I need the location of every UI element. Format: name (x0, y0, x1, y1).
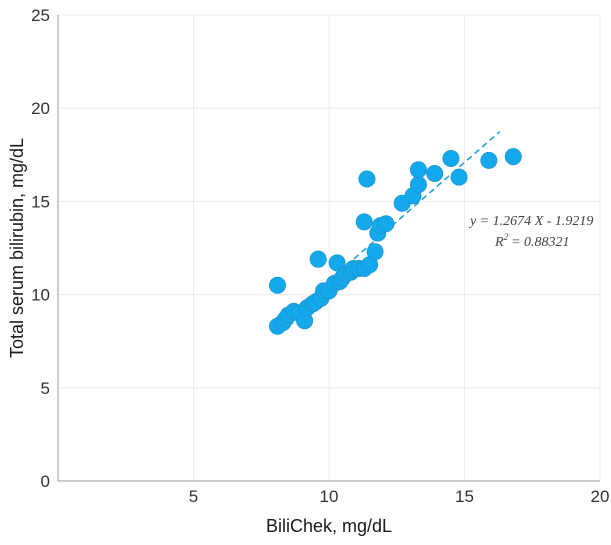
data-points (269, 148, 522, 335)
r2-value: = 0.88321 (511, 235, 569, 250)
data-point (409, 161, 427, 179)
r2-prefix: R (494, 235, 504, 250)
data-point (377, 215, 395, 233)
x-axis-title: BiliChek, mg/dL (266, 516, 392, 536)
data-point (358, 170, 376, 188)
data-point (355, 213, 373, 231)
y-tick-label: 25 (31, 6, 50, 25)
x-tick-labels: 5 10 15 20 (189, 487, 610, 506)
data-point (504, 148, 522, 166)
data-point (366, 243, 384, 261)
data-point (450, 168, 468, 186)
data-point (442, 150, 460, 168)
x-tick-label: 15 (455, 487, 474, 506)
regression-equation: y = 1.2674 X - 1.9219 (468, 214, 593, 229)
data-point (309, 250, 327, 268)
y-tick-label: 5 (41, 379, 50, 398)
r2-superscript: 2 (504, 232, 509, 242)
y-tick-label: 0 (41, 472, 50, 491)
data-point (426, 164, 444, 182)
x-tick-label: 20 (591, 487, 610, 506)
data-point (269, 276, 287, 294)
y-tick-labels: 0 5 10 15 20 25 (31, 6, 50, 491)
y-axis-title: Total serum bilirubin, mg/dL (7, 138, 27, 358)
r-squared-label: R2 = 0.88321 (494, 232, 570, 250)
y-tick-label: 20 (31, 99, 50, 118)
y-tick-label: 15 (31, 192, 50, 211)
x-tick-label: 5 (189, 487, 198, 506)
data-point (409, 176, 427, 194)
x-tick-label: 10 (320, 487, 339, 506)
data-point (480, 151, 498, 169)
y-tick-label: 10 (31, 286, 50, 305)
